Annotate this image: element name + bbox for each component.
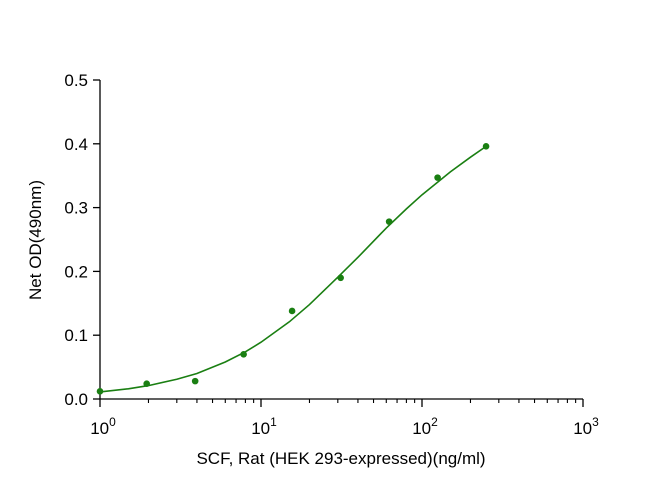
y-tick-label: 0.4: [64, 135, 88, 154]
y-tick-label: 0.1: [64, 326, 88, 345]
data-point: [482, 143, 490, 150]
data-point: [191, 377, 199, 385]
data-point: [385, 218, 393, 225]
x-tick-label: 100: [90, 415, 116, 438]
x-tick-label: 103: [573, 415, 599, 438]
y-tick-label: 0.0: [64, 390, 88, 409]
plot-marks: [96, 143, 490, 395]
data-point: [337, 274, 344, 282]
y-tick-label: 0.2: [64, 262, 88, 281]
data-point: [240, 351, 247, 358]
fit-curve: [99, 145, 487, 393]
y-axis-title: Net OD(490nm): [26, 180, 45, 300]
axes: 0.0 0.1 0.2 0.3 0.4 0.5 100 101 102 103: [64, 71, 599, 438]
x-tick-label: 101: [251, 415, 277, 438]
data-point: [288, 307, 296, 315]
data-point: [96, 388, 104, 395]
y-tick-label: 0.5: [64, 71, 88, 90]
data-point: [434, 174, 441, 181]
y-tick-label: 0.3: [64, 199, 88, 218]
x-tick-label: 102: [412, 415, 438, 438]
data-point: [143, 380, 150, 387]
x-axis-title: SCF, Rat (HEK 293-expressed)(ng/ml): [196, 449, 485, 468]
